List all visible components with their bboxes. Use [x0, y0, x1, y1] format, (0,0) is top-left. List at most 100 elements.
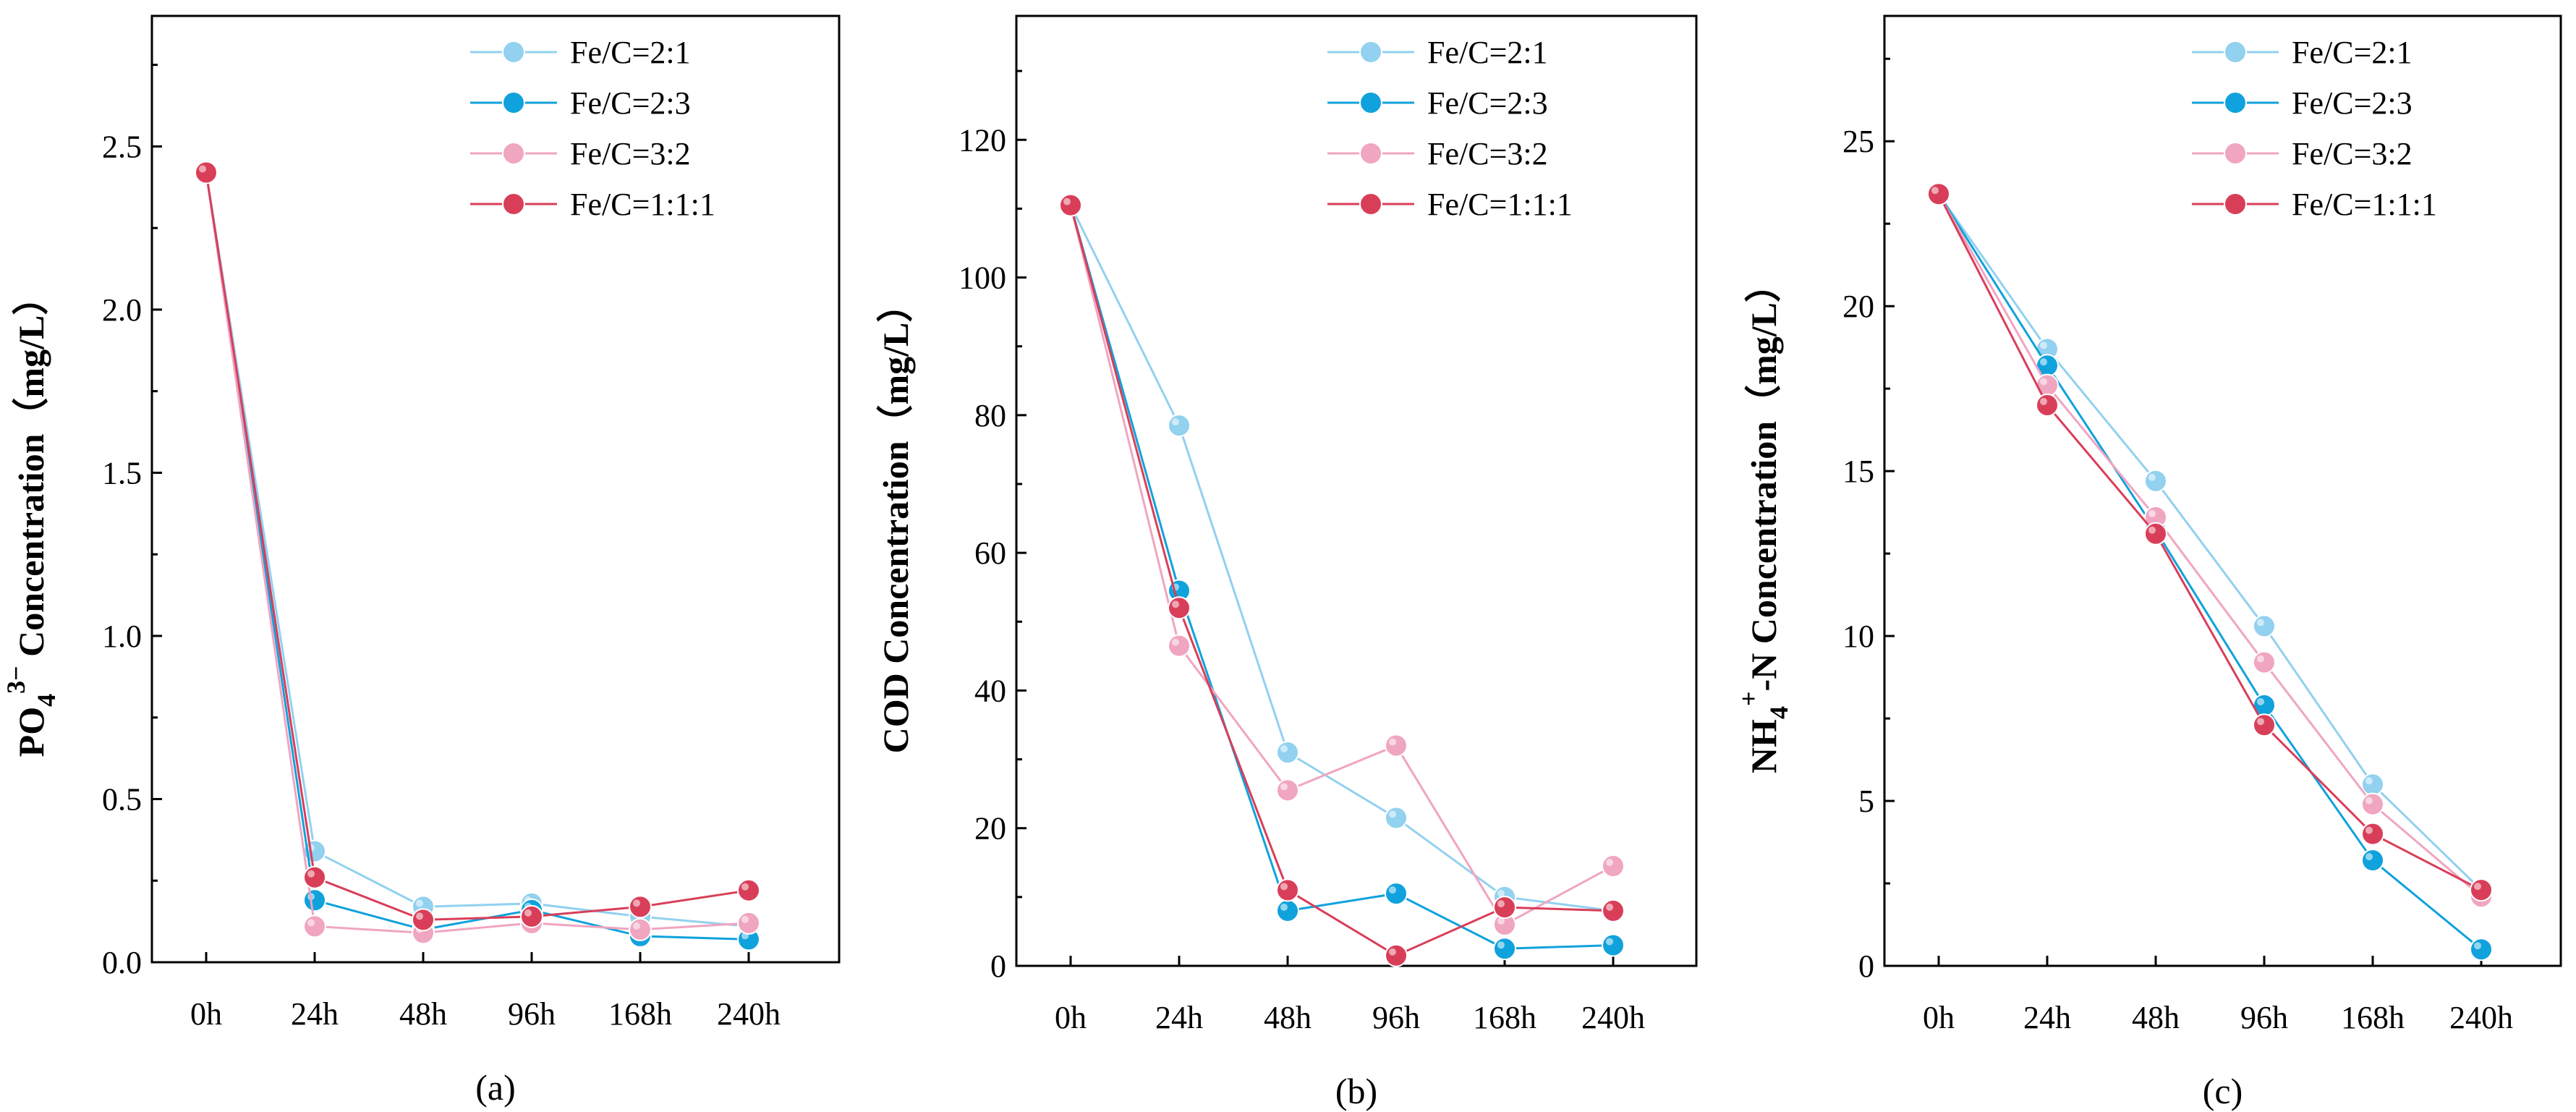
- data-point-highlight: [1497, 889, 1505, 897]
- data-point: [1385, 806, 1408, 830]
- y-axis-title-part: NH: [1743, 719, 1784, 773]
- x-tick-label: 96h: [2240, 1000, 2288, 1035]
- data-point-highlight: [2365, 853, 2373, 861]
- series-Fe-C-1-1-1: [1927, 182, 2493, 902]
- x-tick-label: 24h: [1155, 1000, 1203, 1035]
- data-point-highlight: [1389, 738, 1396, 746]
- panel-label: (a): [475, 1067, 516, 1108]
- data-point: [629, 917, 652, 941]
- legend-marker: [1359, 41, 1382, 64]
- data-point: [2361, 822, 2384, 846]
- data-point-highlight: [307, 870, 315, 878]
- y-axis-title-part: COD Concentration（mg/L）: [875, 287, 916, 754]
- y-tick-label: 1.0: [102, 619, 142, 654]
- data-point: [2253, 713, 2276, 737]
- data-point-highlight: [1497, 941, 1505, 949]
- y-tick-label: 15: [1842, 454, 1874, 489]
- y-axis-title: PO43− Concentration（mg/L）: [1, 279, 61, 757]
- data-point-highlight: [2040, 397, 2047, 405]
- series-line: [205, 172, 749, 921]
- x-tick-label: 24h: [291, 996, 339, 1032]
- data-point-highlight: [1606, 903, 1613, 911]
- y-axis-title-part: PO: [11, 707, 51, 757]
- x-tick-label: 48h: [399, 996, 447, 1032]
- data-point: [412, 908, 435, 932]
- y-tick-label: 120: [958, 122, 1006, 158]
- series-line: [1069, 204, 1614, 912]
- data-point: [1276, 778, 1299, 802]
- x-tick-label: 168h: [2341, 1000, 2405, 1035]
- legend: Fe/C=2:1 Fe/C=2:3 Fe/C=3:2 Fe/C=1:1:1: [1327, 35, 1573, 222]
- x-tick-label: 96h: [508, 996, 556, 1032]
- data-point-highlight: [524, 909, 532, 917]
- legend-marker: [2224, 142, 2247, 165]
- data-point-highlight: [1389, 886, 1396, 894]
- y-tick-label: 10: [1842, 619, 1874, 654]
- legend-label: Fe/C=2:3: [1427, 85, 1548, 121]
- data-point: [2361, 849, 2384, 873]
- legend-marker: [1359, 192, 1382, 216]
- y-axis-title-part: 4: [1764, 706, 1793, 719]
- data-point: [2144, 522, 2167, 546]
- legend-label: Fe/C=1:1:1: [1427, 187, 1573, 222]
- data-point-highlight: [1497, 917, 1505, 925]
- data-point: [1602, 899, 1625, 922]
- data-point: [2470, 938, 2493, 962]
- legend-label: Fe/C=2:1: [1427, 35, 1548, 70]
- data-point: [1059, 193, 1082, 217]
- y-tick-label: 1.5: [102, 455, 142, 491]
- data-point-highlight: [2257, 655, 2264, 663]
- legend-marker: [502, 91, 525, 114]
- series-Fe-C-3-2: [195, 161, 760, 945]
- y-tick-label: 20: [974, 811, 1006, 846]
- data-point: [303, 914, 326, 938]
- legend-label: Fe/C=2:3: [570, 85, 691, 121]
- panel-label: (b): [1335, 1071, 1377, 1111]
- legend-marker: [1359, 142, 1382, 165]
- plot-frame: [150, 14, 841, 964]
- legend-marker: [2224, 192, 2247, 216]
- data-point-highlight: [1497, 900, 1505, 908]
- data-point-highlight: [199, 165, 206, 173]
- panel-label: (c): [2203, 1071, 2243, 1111]
- data-point: [520, 904, 543, 928]
- data-point-highlight: [416, 899, 423, 907]
- series-line: [1069, 205, 1614, 926]
- y-tick-label: 0: [990, 948, 1006, 984]
- plot-frame: [1015, 14, 1698, 967]
- data-point: [2253, 650, 2276, 674]
- data-point-highlight: [741, 915, 749, 923]
- data-point: [737, 878, 760, 902]
- series-line: [205, 172, 749, 941]
- y-tick-label: 2.5: [102, 129, 142, 164]
- y-tick-label: 25: [1842, 124, 1874, 159]
- y-axis-title: NH4+-N Concentration（mg/L）: [1734, 266, 1793, 773]
- y-tick-label: 100: [958, 260, 1006, 296]
- data-point: [629, 895, 652, 919]
- data-point-highlight: [2040, 341, 2047, 349]
- series-Fe-C-1-1-1: [195, 161, 760, 932]
- legend-label: Fe/C=3:2: [2292, 136, 2413, 171]
- data-point-highlight: [2365, 777, 2373, 785]
- series-Fe-C-2-1: [195, 161, 760, 938]
- data-point: [1602, 933, 1625, 957]
- data-point: [2361, 792, 2384, 816]
- data-point: [1276, 741, 1299, 765]
- series-line: [205, 172, 749, 934]
- y-axis-title: COD Concentration（mg/L）: [875, 287, 916, 754]
- data-point: [303, 865, 326, 889]
- y-tick-label: 40: [974, 673, 1006, 708]
- data-point-highlight: [1280, 745, 1288, 753]
- data-point-highlight: [2365, 826, 2373, 834]
- data-point: [2361, 773, 2384, 797]
- data-point-highlight: [2148, 526, 2156, 534]
- data-point: [1168, 596, 1191, 620]
- legend-marker: [502, 192, 525, 216]
- data-point-highlight: [1063, 198, 1071, 205]
- data-point-highlight: [1931, 187, 1939, 195]
- legend-label: Fe/C=2:1: [570, 35, 691, 70]
- y-tick-label: 0.0: [102, 945, 142, 980]
- series-line: [205, 172, 749, 928]
- data-point-highlight: [1606, 938, 1613, 946]
- data-point-highlight: [633, 922, 640, 930]
